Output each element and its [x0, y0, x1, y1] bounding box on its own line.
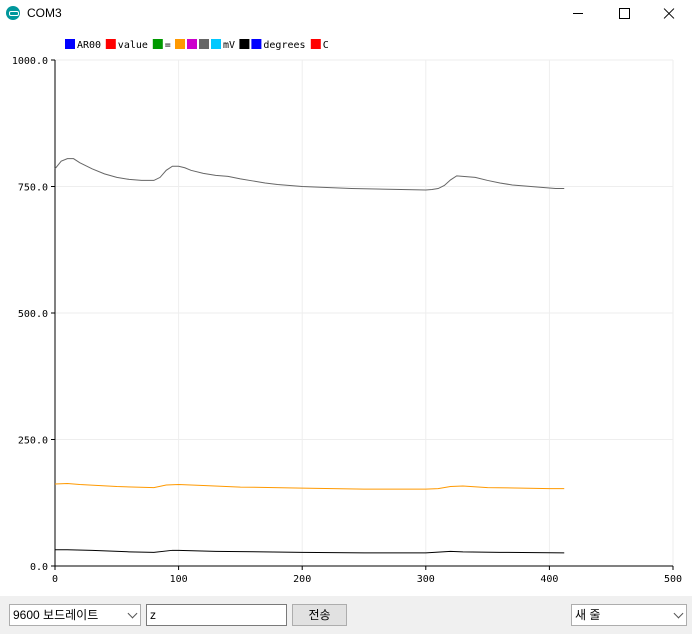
legend-label: degrees [263, 40, 305, 51]
y-tick-label: 250.0 [18, 436, 48, 447]
arduino-icon [6, 6, 20, 20]
maximize-button[interactable] [600, 0, 646, 28]
series-line [54, 483, 565, 490]
legend-swatch [65, 39, 75, 49]
legend-label: value [118, 40, 148, 51]
title-bar: COM3 [0, 0, 692, 28]
series-line [55, 549, 565, 554]
legend-label: mV [223, 40, 235, 51]
y-tick-label: 500.0 [18, 309, 48, 320]
legend-swatch [187, 39, 197, 49]
chevron-down-icon [127, 608, 138, 619]
legend-swatch [199, 39, 209, 49]
minimize-button[interactable] [554, 0, 600, 28]
legend-swatch [251, 39, 262, 49]
x-tick-label: 400 [540, 574, 558, 585]
x-tick-label: 100 [170, 574, 188, 585]
send-button[interactable]: 전송 [292, 604, 347, 626]
legend-label: C [323, 40, 329, 51]
x-tick-label: 200 [293, 574, 311, 585]
y-tick-label: 750.0 [18, 183, 48, 194]
line-ending-value: 새 줄 [575, 608, 601, 622]
baud-rate-value: 9600 보드레이트 [13, 608, 99, 622]
legend-swatch [152, 39, 163, 49]
x-tick-label: 500 [664, 574, 682, 585]
series-line [54, 158, 565, 191]
serial-plot: 0.0 250.0 500.0 750.0 1000.0 0 100 200 300 400 500… [12, 39, 682, 585]
legend-swatch [105, 39, 116, 49]
chevron-down-icon [673, 608, 684, 619]
x-tick-label: 300 [417, 574, 435, 585]
window-title: COM3 [27, 6, 62, 20]
close-button[interactable] [646, 0, 692, 28]
line-ending-select[interactable]: 새 줄 [571, 604, 687, 626]
baud-rate-select[interactable]: 9600 보드레이트 [9, 604, 141, 626]
y-tick-label: 0.0 [30, 562, 48, 573]
command-input[interactable] [146, 604, 287, 626]
legend-swatch [175, 39, 185, 49]
legend-swatch [310, 39, 321, 49]
legend-label: AR00 [77, 40, 101, 51]
y-tick-label: 1000.0 [12, 56, 48, 67]
x-tick-label: 0 [52, 574, 58, 585]
legend-swatch [211, 39, 221, 49]
legend-label: = [165, 40, 171, 51]
bottom-toolbar: 9600 보드레이트 전송 새 줄 [0, 596, 692, 634]
legend-swatch [239, 39, 250, 49]
